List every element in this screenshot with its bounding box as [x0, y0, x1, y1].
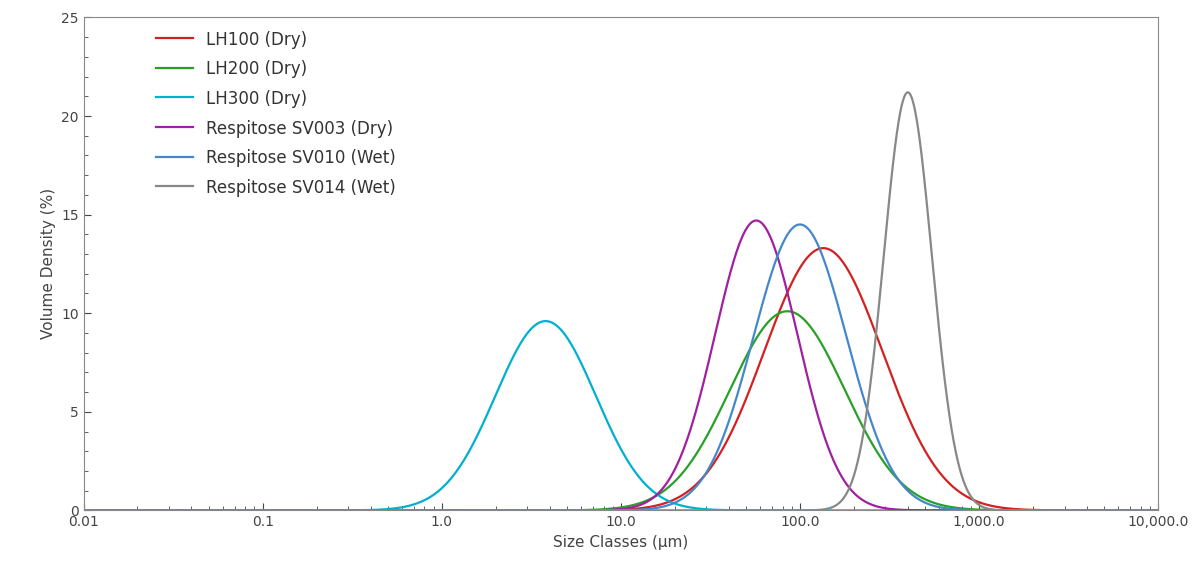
LH100 (Dry): [474, 507, 488, 514]
Respitose SV010 (Wet): [793, 221, 807, 228]
LH100 (Dry): [238, 507, 252, 514]
Respitose SV010 (Wet): [474, 507, 488, 514]
Respitose SV003 (Dry): [749, 217, 763, 224]
Respitose SV003 (Dry): [238, 507, 252, 514]
LH300 (Dry): [23, 507, 37, 514]
Respitose SV010 (Wet): [792, 221, 806, 228]
LH300 (Dry): [995, 507, 1009, 514]
Respitose SV010 (Wet): [732, 386, 746, 393]
Line: Respitose SV003 (Dry): Respitose SV003 (Dry): [30, 220, 1194, 510]
LH200 (Dry): [732, 368, 746, 375]
Respitose SV014 (Wet): [238, 507, 252, 514]
Respitose SV014 (Wet): [905, 96, 919, 103]
LH100 (Dry): [816, 245, 830, 252]
LH200 (Dry): [780, 308, 794, 315]
LH100 (Dry): [995, 504, 1009, 511]
LH100 (Dry): [732, 412, 746, 419]
Respitose SV014 (Wet): [23, 507, 37, 514]
LH200 (Dry): [792, 311, 806, 318]
X-axis label: Size Classes (μm): Size Classes (μm): [553, 535, 689, 550]
Respitose SV010 (Wet): [905, 491, 919, 498]
LH200 (Dry): [474, 507, 488, 514]
LH100 (Dry): [792, 267, 806, 274]
Respitose SV014 (Wet): [995, 507, 1009, 514]
Respitose SV010 (Wet): [238, 507, 252, 514]
LH300 (Dry): [538, 318, 553, 325]
Respitose SV014 (Wet): [900, 89, 915, 96]
Respitose SV014 (Wet): [732, 507, 746, 514]
Respitose SV003 (Dry): [792, 337, 806, 344]
LH300 (Dry): [732, 507, 746, 514]
Respitose SV003 (Dry): [905, 507, 919, 514]
LH200 (Dry): [23, 507, 37, 514]
Line: Respitose SV010 (Wet): Respitose SV010 (Wet): [30, 224, 1194, 510]
LH300 (Dry): [474, 423, 488, 430]
LH300 (Dry): [238, 507, 252, 514]
Respitose SV003 (Dry): [23, 507, 37, 514]
LH100 (Dry): [23, 507, 37, 514]
Respitose SV010 (Wet): [995, 507, 1009, 514]
LH300 (Dry): [905, 507, 919, 514]
Y-axis label: Volume Density (%): Volume Density (%): [41, 188, 56, 339]
LH200 (Dry): [905, 488, 919, 495]
Line: LH300 (Dry): LH300 (Dry): [30, 321, 1194, 510]
LH100 (Dry): [905, 422, 919, 429]
Respitose SV010 (Wet): [23, 507, 37, 514]
Line: LH100 (Dry): LH100 (Dry): [30, 248, 1194, 510]
Line: LH200 (Dry): LH200 (Dry): [30, 311, 1194, 510]
Line: Respitose SV014 (Wet): Respitose SV014 (Wet): [30, 92, 1194, 510]
Respitose SV003 (Dry): [995, 507, 1009, 514]
Respitose SV003 (Dry): [474, 507, 488, 514]
LH200 (Dry): [238, 507, 252, 514]
Respitose SV003 (Dry): [732, 242, 746, 249]
LH300 (Dry): [792, 507, 806, 514]
Respitose SV014 (Wet): [474, 507, 488, 514]
Legend: LH100 (Dry), LH200 (Dry), LH300 (Dry), Respitose SV003 (Dry), Respitose SV010 (W: LH100 (Dry), LH200 (Dry), LH300 (Dry), R…: [156, 31, 396, 197]
Respitose SV014 (Wet): [792, 507, 806, 514]
LH200 (Dry): [995, 507, 1009, 514]
